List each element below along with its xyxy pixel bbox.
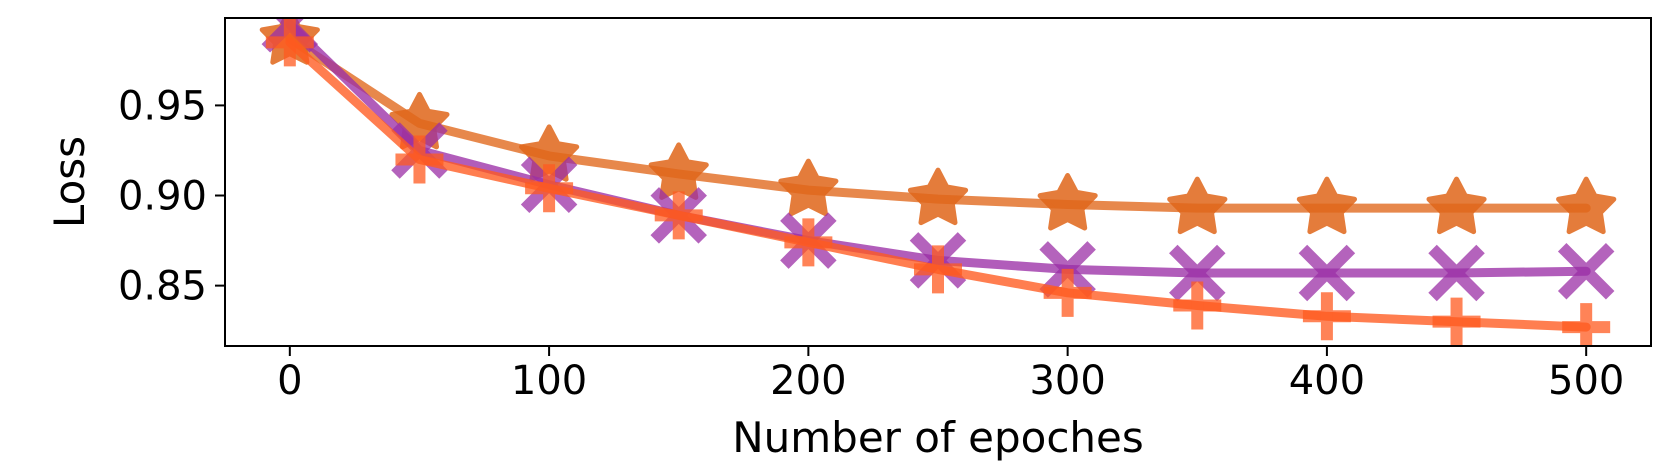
y-axis-label: Loss	[45, 136, 94, 228]
plus-marker	[654, 191, 703, 240]
axes-layer: 0 100 200 300 400 500 0.85 0.90 0.95	[118, 83, 1624, 404]
plus-marker	[784, 218, 833, 267]
plus-marker	[1173, 281, 1222, 330]
y-tick-label: 0.85	[118, 264, 207, 310]
plot-frame	[224, 17, 1652, 347]
series-line-x	[285, 19, 1591, 278]
star-marker	[1296, 176, 1357, 235]
series-plus	[265, 18, 1611, 346]
series-layer	[259, 18, 1617, 346]
plus-marker	[395, 135, 444, 184]
x-tick-label: 400	[1289, 358, 1365, 404]
x-axis-label: Number of epoches	[732, 413, 1144, 462]
x-tick-label: 300	[1029, 358, 1105, 404]
x-marker	[1428, 244, 1485, 302]
x-marker-stroke	[1557, 242, 1615, 300]
y-tick-label: 0.95	[118, 83, 207, 129]
x-marker-stroke	[1428, 244, 1485, 302]
x-tick-label: 500	[1548, 358, 1624, 404]
star-marker	[778, 158, 839, 217]
star-marker	[648, 142, 709, 200]
plus-marker	[1432, 297, 1481, 346]
star-marker	[907, 167, 969, 226]
x-marker-stroke	[1169, 244, 1226, 302]
star-marker	[1037, 173, 1098, 231]
x-marker	[1169, 244, 1226, 302]
x-marker	[1557, 242, 1615, 300]
x-marker-stroke	[1298, 244, 1356, 302]
star-marker	[1556, 176, 1617, 235]
y-tick-label: 0.90	[118, 174, 207, 220]
x-marker	[1298, 244, 1356, 302]
plus-marker	[265, 18, 314, 67]
x-tick-label: 0	[277, 358, 302, 404]
x-tick-label: 200	[770, 358, 846, 404]
star-marker	[1167, 176, 1228, 235]
series-star	[259, 18, 1617, 235]
plus-marker	[914, 245, 962, 294]
x-tick-label: 100	[511, 358, 587, 404]
star-marker	[1426, 176, 1487, 235]
plus-marker	[1043, 268, 1092, 317]
plus-marker	[1562, 303, 1611, 346]
plus-marker	[525, 164, 574, 213]
plus-marker	[1302, 292, 1351, 341]
